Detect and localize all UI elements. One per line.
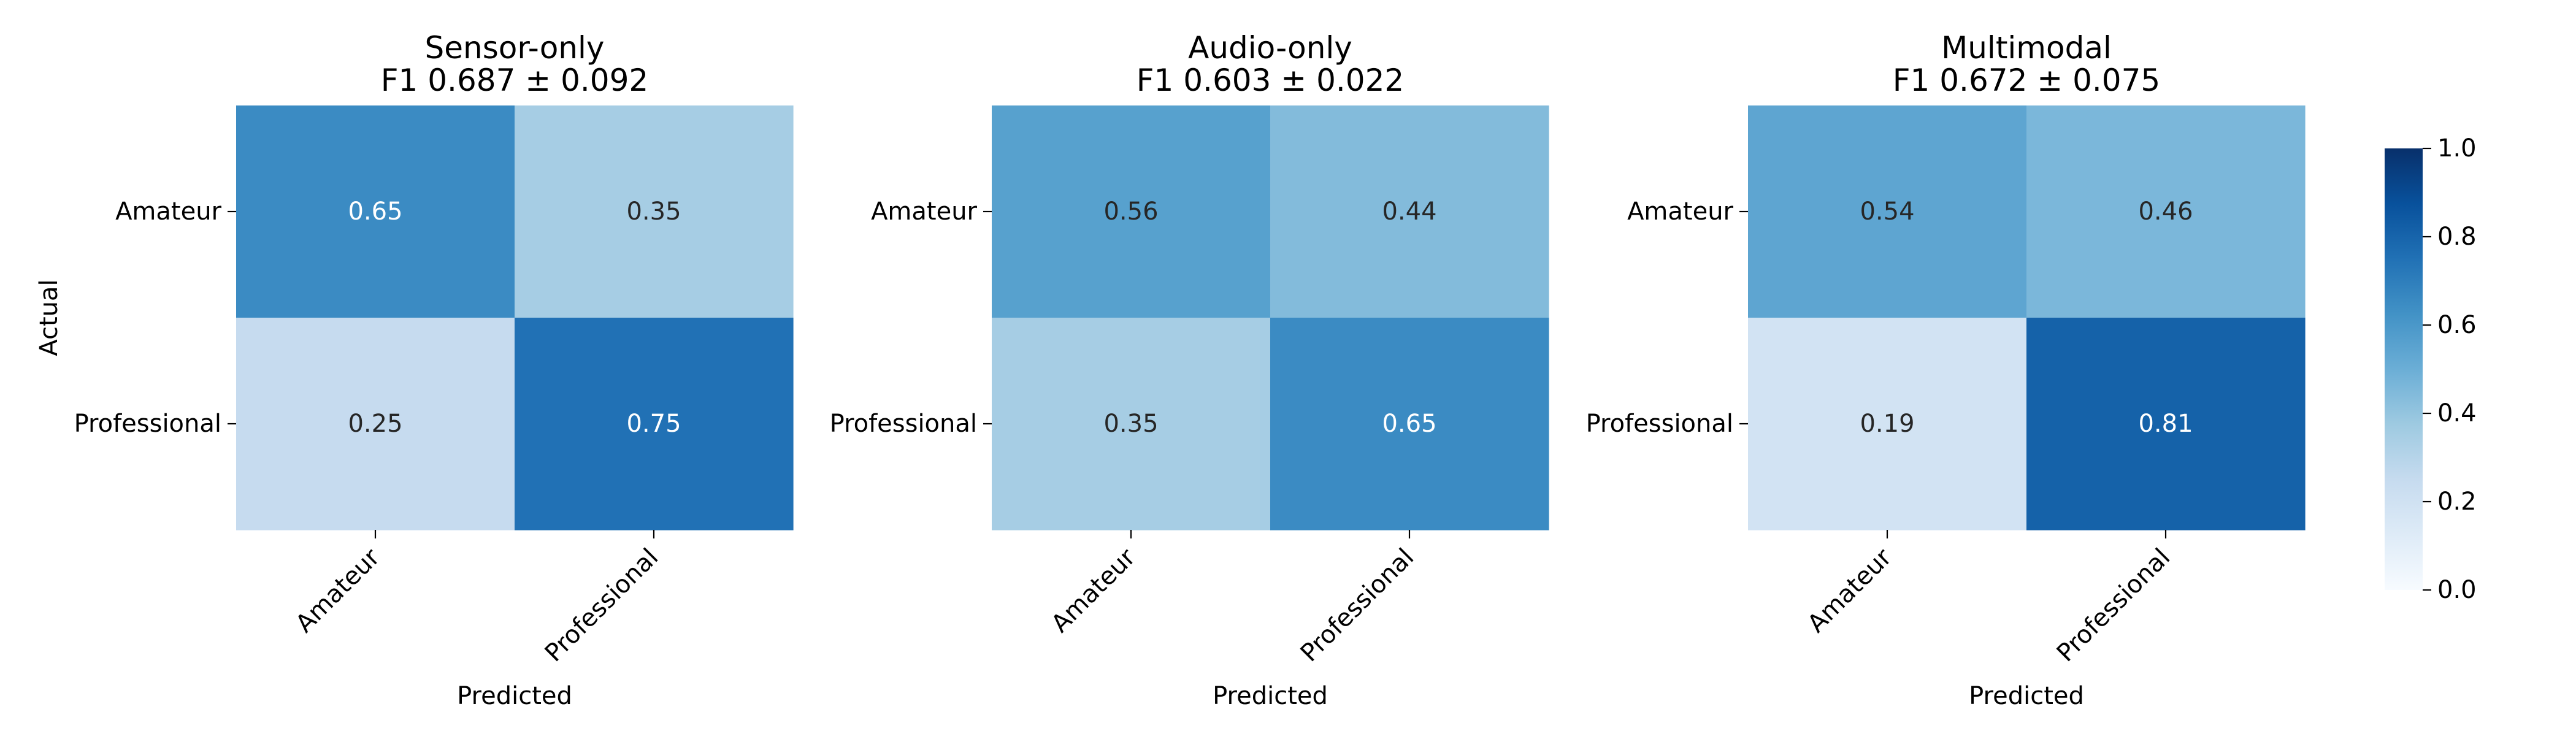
heatmap-cell (1748, 318, 2027, 530)
cell-value-label: 0.44 (1382, 197, 1436, 226)
cell-value-label: 0.65 (348, 197, 402, 226)
x-tick-label: Professional (540, 543, 664, 668)
colorbar-tick-label: 0.2 (2437, 488, 2477, 516)
cell-value-label: 0.81 (2138, 410, 2193, 438)
x-axis-label: Predicted (1213, 682, 1328, 710)
x-tick-label: Professional (2052, 543, 2176, 668)
cell-value-label: 0.54 (1860, 197, 1914, 226)
colorbar-tick-label: 0.8 (2437, 223, 2477, 251)
y-axis-label: Actual (35, 279, 63, 356)
panel-subtitle: F1 0.603 ± 0.022 (1137, 63, 1404, 98)
y-tick-label: Amateur (115, 197, 221, 226)
panel-subtitle: F1 0.672 ± 0.075 (1893, 63, 2160, 98)
x-axis-label: Predicted (457, 682, 572, 710)
heatmap-cell (1270, 105, 1549, 318)
heatmap-cell (992, 105, 1271, 318)
cell-value-label: 0.25 (348, 410, 402, 438)
cell-value-label: 0.35 (626, 197, 681, 226)
x-tick-label: Amateur (1802, 543, 1897, 638)
heatmap-cell (515, 318, 794, 530)
y-tick-label: Amateur (1627, 197, 1733, 226)
x-tick-label: Amateur (290, 543, 385, 638)
heatmap-cell (2026, 105, 2306, 318)
colorbar-tick-label: 1.0 (2437, 134, 2477, 163)
panel-title: Sensor-only (425, 30, 605, 66)
cell-value-label: 0.46 (2138, 197, 2193, 226)
heatmap-cell (515, 105, 794, 318)
y-tick-label: Professional (74, 410, 221, 438)
y-tick-label: Professional (830, 410, 977, 438)
colorbar-tick-label: 0.6 (2437, 311, 2477, 339)
cell-value-label: 0.35 (1103, 410, 1158, 438)
heatmap-cell (1270, 318, 1549, 530)
heatmap-cell (236, 318, 515, 530)
cell-value-label: 0.56 (1103, 197, 1158, 226)
colorbar-gradient (2385, 148, 2423, 590)
x-tick-label: Amateur (1046, 543, 1141, 638)
cell-value-label: 0.65 (1382, 410, 1436, 438)
x-tick-label: Professional (1295, 543, 1420, 668)
heatmap-cell (236, 105, 515, 318)
panel-title: Audio-only (1188, 30, 1352, 66)
y-tick-label: Professional (1586, 410, 1733, 438)
cell-value-label: 0.75 (626, 410, 681, 438)
panel-title: Multimodal (1941, 30, 2112, 66)
panel-subtitle: F1 0.687 ± 0.092 (381, 63, 648, 98)
y-tick-label: Amateur (871, 197, 977, 226)
cell-value-label: 0.19 (1860, 410, 1914, 438)
heatmap-cell (992, 318, 1271, 530)
colorbar-tick-label: 0.0 (2437, 576, 2477, 604)
heatmap-cell (1748, 105, 2027, 318)
colorbar: 0.0 0.2 0.4 0.6 0.8 1.0 (2385, 134, 2477, 604)
colorbar-tick-label: 0.4 (2437, 399, 2477, 427)
heatmap-cell (2026, 318, 2306, 530)
x-axis-label: Predicted (1969, 682, 2084, 710)
